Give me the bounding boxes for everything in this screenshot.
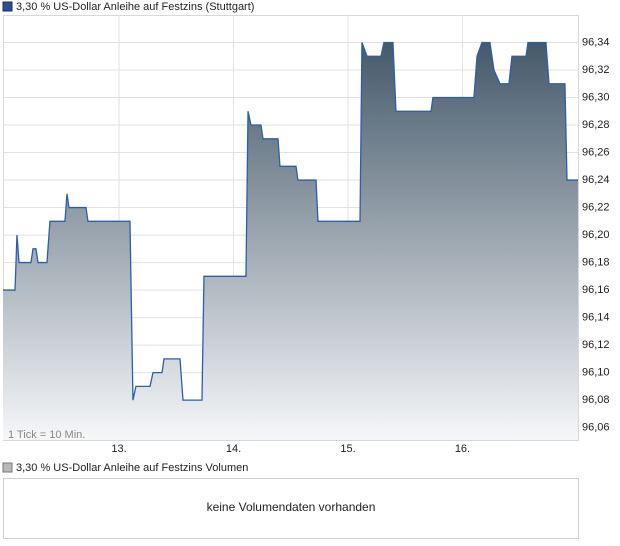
volume-legend-label: 3,30 % US-Dollar Anleihe auf Festzins Vo…	[16, 462, 248, 474]
volume-frame	[3, 478, 579, 539]
y-tick-label: 96,14	[582, 311, 610, 323]
volume-legend-swatch	[2, 462, 13, 473]
y-tick-label: 96,16	[582, 284, 610, 296]
x-tick-label: 13.	[111, 443, 126, 455]
y-tick-label: 96,28	[582, 119, 610, 131]
legend-label: 3,30 % US-Dollar Anleihe auf Festzins (S…	[16, 1, 254, 13]
y-tick-label: 96,10	[582, 367, 610, 379]
line	[3, 41, 578, 401]
plot-frame	[3, 15, 579, 441]
y-tick-label: 96,12	[582, 339, 610, 351]
legend-swatch	[2, 1, 13, 12]
y-tick-label: 96,24	[582, 174, 610, 186]
x-tick-label: 14.	[226, 443, 241, 455]
y-tick-label: 96,34	[582, 36, 610, 48]
area	[3, 42, 578, 440]
volume-message: keine Volumendaten vorhanden	[207, 500, 376, 514]
y-tick-label: 96,22	[582, 201, 610, 213]
y-tick-label: 96,32	[582, 64, 610, 76]
x-tick-label: 15.	[340, 443, 355, 455]
y-tick-label: 96,06	[582, 422, 610, 434]
annotation: 1 Tick = 10 Min.	[8, 429, 85, 441]
y-tick-label: 96,26	[582, 146, 610, 158]
x-tick-label: 16.	[455, 443, 470, 455]
y-tick-label: 96,08	[582, 394, 610, 406]
y-tick-label: 96,18	[582, 256, 610, 268]
y-tick-label: 96,20	[582, 229, 610, 241]
y-tick-label: 96,30	[582, 91, 610, 103]
